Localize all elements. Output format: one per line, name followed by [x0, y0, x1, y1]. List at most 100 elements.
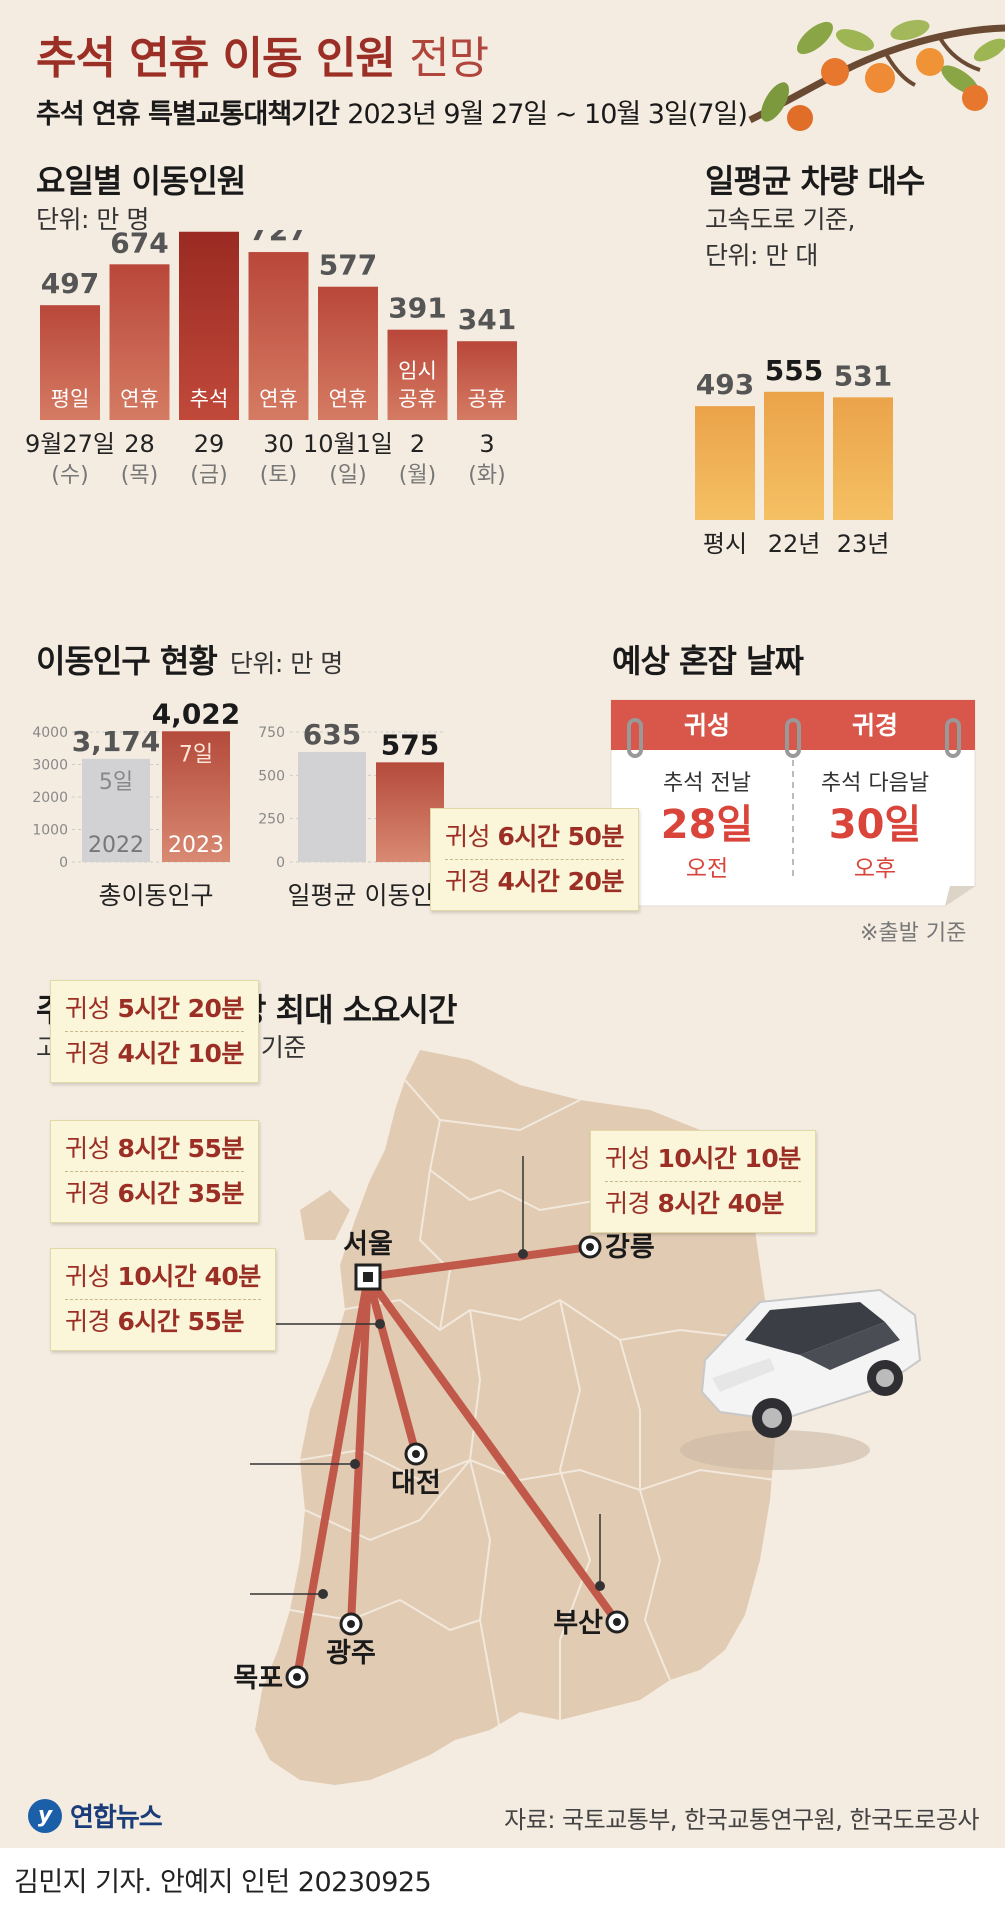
source-credit: 자료: 국토교통부, 한국교통연구원, 한국도로공사: [504, 1806, 979, 1834]
daily-weekday-label: (목): [121, 463, 158, 488]
avg-bar: [298, 751, 366, 862]
route-seoul-mokpo: [293, 1273, 372, 1681]
return-desc: 추석 다음날: [821, 771, 929, 796]
vehicles-title: 일평균 차량 대수: [705, 162, 925, 200]
daily-date-label: 2: [410, 430, 425, 458]
daily-weekday-label: (일): [329, 463, 366, 488]
vehicles-sub1: 고속도로 기준,: [705, 205, 855, 234]
daily-bar-label: 평일: [51, 387, 90, 411]
total-value-label: 3,174: [72, 725, 161, 758]
city-busan: 부산: [553, 1608, 603, 1639]
congestion-note: ※출발 기준: [860, 921, 967, 946]
byline: 김민지 기자. 안예지 인턴 20230925: [14, 1867, 432, 1898]
daily-bar-label: 연휴: [259, 387, 298, 411]
total-ytick: 4000: [32, 725, 68, 741]
daily-weekday-label: (토): [260, 463, 297, 488]
route-seoul-daejeon: [364, 1273, 420, 1458]
daily-value-label: 391: [388, 292, 446, 325]
total-ytick: 1000: [32, 823, 68, 839]
return-date: 30일: [829, 802, 921, 848]
vehicle-bar: [833, 397, 893, 520]
avg-value-label: 575: [381, 728, 439, 761]
daily-weekday-label: (금): [190, 463, 227, 488]
persimmon-branch-illustration: [748, 19, 1005, 131]
daily-unit: 단위: 만 명: [36, 205, 149, 234]
daily-bar-chart: 497평일9월27일(수)674연휴28(목)815추석29(금)727연휴30…: [25, 230, 517, 488]
avg-ytick: 0: [276, 855, 285, 871]
vehicle-bar: [695, 406, 755, 520]
city-daejeon: 대전: [391, 1468, 441, 1499]
return-time: 오후: [854, 856, 896, 882]
daily-bar-label: 공휴: [398, 387, 437, 411]
daily-bar: [457, 341, 517, 420]
page-title: 추석 연휴 이동 인원 전망: [36, 33, 489, 84]
daily-bar: [318, 286, 378, 420]
total-bar: [82, 758, 150, 862]
route-lines: [293, 1243, 621, 1681]
daily-value-label: 497: [41, 267, 99, 300]
route-time-box-1: 귀성 6시간 50분 귀경 4시간 20분: [430, 808, 639, 911]
route-seoul-gangneung: [364, 1243, 594, 1281]
return-label: 귀경: [852, 711, 898, 740]
vehicles-sub2: 단위: 만 대: [705, 241, 818, 270]
daily-title: 요일별 이동인원: [36, 162, 246, 200]
city-gangneung: 강릉: [605, 1232, 655, 1263]
daily-weekday-label: (화): [468, 463, 505, 488]
avg-axis-title: 일평균 이동인구: [288, 881, 457, 910]
daily-weekday-label: (수): [51, 463, 88, 488]
daily-date-label: 9월27일: [25, 430, 115, 458]
home-date: 28일: [661, 802, 753, 848]
yonhap-logo-icon: y: [28, 1798, 62, 1833]
vehicle-category-label: 23년: [837, 530, 890, 558]
home-desc: 추석 전날: [663, 771, 751, 796]
daily-bar-label: 연휴: [329, 387, 368, 411]
daily-value-label: 341: [458, 303, 516, 336]
period-subtitle: 추석 연휴 특별교통대책기간 2023년 9월 27일 ~ 10월 3일(7일): [36, 99, 748, 130]
avg-value-label: 635: [303, 718, 361, 751]
total-year-label: 2022: [88, 833, 144, 858]
vehicle-value-label: 531: [834, 359, 892, 392]
daily-date-label: 28: [124, 430, 155, 458]
avg-ytick: 500: [258, 768, 285, 784]
daily-bar: [179, 231, 239, 420]
vehicles-bar-chart: 493 평시 555 22년 531 23년: [695, 354, 893, 558]
daily-bar-label: 임시: [398, 359, 437, 383]
daily-date-label: 30: [263, 430, 294, 458]
total-days-label: 5일: [99, 770, 133, 795]
route-seoul-gwangju: [347, 1273, 372, 1628]
congestion-title: 예상 혼잡 날짜: [612, 642, 804, 680]
total-axis-title: 총이동인구: [98, 881, 213, 910]
avg-ytick: 750: [258, 725, 285, 741]
daily-weekday-label: (월): [399, 463, 436, 488]
total-ytick: 0: [59, 855, 68, 871]
population-heading: 이동인구 현황 단위: 만 명: [36, 642, 343, 680]
congestion-calendar: 귀성 귀경 추석 전날 추석 다음날 28일 30일 오전 오후: [610, 699, 976, 907]
vehicle-category-label: 평시: [703, 530, 747, 558]
total-bar: [162, 731, 230, 862]
route-time-box-3: 귀성 8시간 55분 귀경 6시간 35분: [50, 1120, 259, 1223]
peninsula-shape: [255, 1050, 775, 1785]
vehicle-value-label: 493: [696, 368, 754, 401]
total-ytick: 2000: [32, 790, 68, 806]
car-illustration: [680, 1288, 922, 1470]
daily-bar: [248, 252, 309, 420]
daily-bar: [387, 329, 448, 420]
route-map: 서울 강릉 대전 광주 목포 부산: [233, 1050, 922, 1785]
logo-text: 연합뉴스: [70, 1803, 163, 1833]
daily-date-label: 3: [479, 430, 494, 458]
yonhap-logo: y 연합뉴스: [28, 1797, 163, 1834]
byline-bar: 김민지 기자. 안예지 인턴 20230925: [0, 1848, 1005, 1909]
city-seoul: 서울: [343, 1229, 393, 1260]
daily-bar: [40, 305, 100, 420]
total-ytick: 3000: [32, 758, 68, 774]
daily-value-label: 727: [249, 230, 307, 247]
city-gwangju: 광주: [326, 1638, 376, 1669]
total-year-label: 2023: [168, 833, 224, 858]
total-days-label: 7일: [179, 742, 213, 767]
total-value-label: 4,022: [152, 697, 241, 730]
vehicle-bar: [764, 391, 824, 520]
route-time-box-2: 귀성 5시간 20분 귀경 4시간 10분: [50, 980, 259, 1083]
daily-date-label: 29: [194, 430, 225, 458]
population-bar-chart: 0 1000 2000 3000 4000 3,174 5일 2022 4,022 7일 2023 총…: [32, 697, 457, 910]
route-seoul-busan: [364, 1273, 621, 1626]
